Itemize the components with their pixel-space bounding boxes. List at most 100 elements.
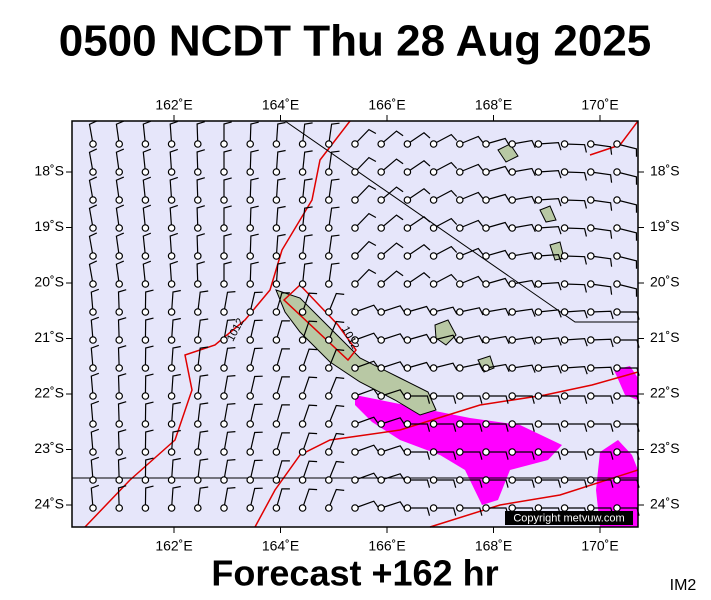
- station: [246, 364, 255, 372]
- station: [115, 504, 124, 512]
- wind-barb: [249, 149, 259, 173]
- station: [403, 420, 412, 428]
- station: [560, 420, 569, 428]
- station: [89, 392, 97, 400]
- wind-barb: [407, 305, 432, 314]
- wind-barb: [196, 121, 205, 145]
- station: [455, 392, 464, 400]
- station: [560, 364, 569, 372]
- station: [482, 448, 490, 456]
- footer: Forecast +162 hr: [211, 553, 498, 594]
- wind-barb: [142, 148, 152, 173]
- wind-barb: [275, 149, 286, 173]
- station: [455, 364, 464, 372]
- station: [167, 168, 176, 176]
- wind-barb: [380, 242, 404, 257]
- wind-barb: [328, 488, 345, 509]
- station: [89, 140, 97, 148]
- station: [482, 140, 490, 148]
- station: [613, 196, 621, 204]
- station: [586, 476, 595, 484]
- station: [298, 224, 307, 232]
- station: [351, 224, 359, 232]
- station: [272, 504, 281, 512]
- station: [613, 448, 621, 456]
- wind-barb: [249, 233, 259, 257]
- station: [246, 308, 255, 316]
- station: [298, 140, 307, 148]
- station: [141, 196, 150, 204]
- station: [560, 196, 569, 204]
- station: [560, 224, 569, 232]
- station: [377, 364, 386, 372]
- wind-barb: [144, 373, 154, 397]
- station: [272, 196, 281, 204]
- station: [613, 168, 621, 176]
- wind-barb: [223, 149, 232, 172]
- station: [298, 196, 307, 204]
- station: [89, 252, 97, 260]
- wind-barb: [223, 261, 232, 284]
- wind-barb: [275, 261, 286, 285]
- wind-barb: [433, 507, 457, 516]
- wind-barb: [169, 260, 178, 285]
- wind-barb: [407, 160, 431, 173]
- station: [508, 280, 517, 288]
- wind-barb: [433, 479, 457, 488]
- station: [482, 504, 490, 512]
- station: [482, 392, 490, 400]
- wind-barb: [485, 165, 510, 174]
- station: [298, 448, 307, 456]
- station: [324, 364, 333, 372]
- station: [115, 364, 124, 372]
- station: [508, 336, 517, 344]
- wind-barb: [144, 345, 154, 369]
- wind-barb: [433, 161, 458, 173]
- wind-barb: [328, 432, 345, 453]
- wind-barb: [538, 281, 562, 291]
- wind-barb: [459, 219, 484, 229]
- station: [377, 140, 386, 148]
- station: [272, 448, 281, 456]
- station: [115, 336, 124, 344]
- station: [298, 476, 307, 484]
- wind-barb: [328, 262, 340, 285]
- wind-barb: [354, 388, 379, 397]
- wind-barb: [512, 423, 535, 432]
- station: [141, 448, 150, 456]
- station: [351, 364, 359, 372]
- station: [613, 420, 621, 428]
- wind-barb: [90, 428, 100, 453]
- station: [220, 476, 228, 484]
- wind-barb: [197, 346, 209, 369]
- wind-barb: [302, 178, 313, 201]
- station: [455, 168, 464, 176]
- wind-barb: [486, 423, 509, 432]
- wind-barb: [328, 234, 340, 257]
- station: [403, 448, 412, 456]
- wind-barb: [512, 195, 536, 205]
- wind-barb: [616, 227, 638, 241]
- station: [534, 308, 543, 316]
- station: [586, 336, 595, 344]
- station: [194, 504, 202, 512]
- wind-barb: [485, 335, 510, 345]
- station: [272, 336, 281, 344]
- station: [89, 308, 97, 316]
- wind-barb: [381, 305, 406, 313]
- station: [246, 420, 255, 428]
- wind-barb: [117, 289, 127, 313]
- wind-barb: [171, 401, 181, 425]
- station: [220, 336, 228, 344]
- station: [455, 420, 464, 428]
- station: [324, 504, 333, 512]
- station: [89, 504, 97, 512]
- image-id: IM2: [670, 577, 697, 594]
- station: [246, 392, 255, 400]
- wind-barb: [115, 176, 125, 201]
- wind-barb: [433, 273, 458, 285]
- wind-barb: [88, 232, 98, 257]
- wind-barb: [538, 423, 562, 432]
- station: [141, 504, 150, 512]
- wind-barb: [171, 289, 181, 313]
